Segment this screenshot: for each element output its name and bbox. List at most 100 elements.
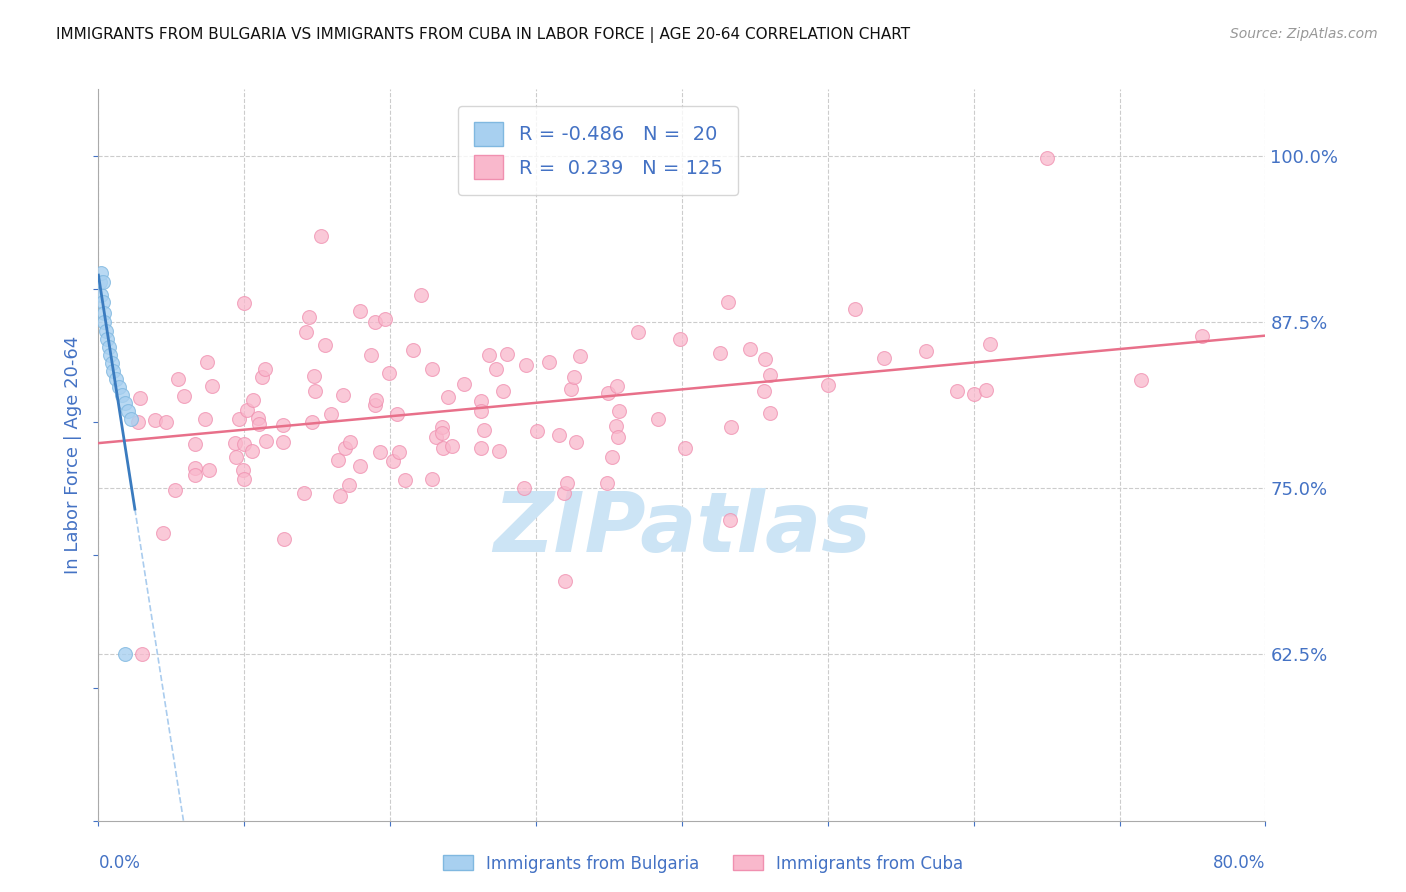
Point bbox=[240, 444, 263, 458]
Point bbox=[184, 467, 207, 482]
Point bbox=[101, 364, 124, 378]
Point bbox=[233, 472, 256, 486]
Point bbox=[225, 450, 247, 465]
Point bbox=[512, 481, 534, 495]
Point bbox=[360, 348, 382, 362]
Point bbox=[197, 463, 219, 477]
Point bbox=[332, 388, 354, 402]
Text: IMMIGRANTS FROM BULGARIA VS IMMIGRANTS FROM CUBA IN LABOR FORCE | AGE 20-64 CORR: IMMIGRANTS FROM BULGARIA VS IMMIGRANTS F… bbox=[56, 27, 910, 43]
Point bbox=[100, 356, 122, 370]
Point bbox=[349, 304, 371, 318]
Point bbox=[915, 343, 938, 358]
Point bbox=[128, 391, 150, 405]
Point bbox=[321, 407, 343, 421]
Point bbox=[155, 416, 177, 430]
Point bbox=[364, 398, 387, 412]
Point bbox=[738, 342, 761, 356]
Legend: R = -0.486   N =  20, R =  0.239   N = 125: R = -0.486 N = 20, R = 0.239 N = 125 bbox=[458, 106, 738, 194]
Point bbox=[91, 295, 114, 310]
Y-axis label: In Labor Force | Age 20-64: In Labor Force | Age 20-64 bbox=[65, 335, 83, 574]
Point bbox=[963, 387, 986, 401]
Point bbox=[232, 436, 254, 450]
Point bbox=[430, 420, 453, 434]
Point bbox=[364, 392, 387, 407]
Point bbox=[600, 450, 623, 464]
Point bbox=[114, 648, 136, 662]
Point bbox=[90, 266, 112, 280]
Point bbox=[97, 340, 120, 354]
Point bbox=[484, 361, 506, 376]
Point bbox=[236, 403, 259, 417]
Point bbox=[844, 301, 866, 316]
Point bbox=[555, 476, 578, 491]
Point bbox=[606, 379, 628, 393]
Point bbox=[194, 411, 217, 425]
Point bbox=[1191, 329, 1213, 343]
Point bbox=[271, 435, 294, 450]
Point bbox=[974, 383, 997, 397]
Point bbox=[387, 407, 409, 421]
Point bbox=[381, 454, 404, 468]
Point bbox=[607, 403, 630, 417]
Point bbox=[98, 348, 121, 362]
Point bbox=[553, 486, 575, 500]
Point bbox=[668, 332, 690, 346]
Point bbox=[1035, 152, 1057, 166]
Point bbox=[328, 453, 350, 467]
Point bbox=[492, 384, 515, 398]
Point bbox=[166, 372, 188, 386]
Legend: Immigrants from Bulgaria, Immigrants from Cuba: Immigrants from Bulgaria, Immigrants fro… bbox=[436, 848, 970, 880]
Point bbox=[526, 424, 548, 438]
Point bbox=[565, 435, 588, 450]
Point bbox=[120, 412, 142, 426]
Point bbox=[673, 441, 696, 455]
Point bbox=[515, 358, 537, 372]
Point bbox=[309, 228, 332, 243]
Point bbox=[302, 368, 325, 383]
Point bbox=[304, 384, 326, 398]
Point bbox=[606, 430, 628, 444]
Point bbox=[173, 389, 195, 403]
Point bbox=[394, 473, 416, 487]
Point bbox=[754, 352, 776, 367]
Point bbox=[538, 354, 561, 368]
Point bbox=[195, 354, 218, 368]
Point bbox=[247, 417, 270, 431]
Point bbox=[91, 275, 114, 289]
Point bbox=[333, 442, 356, 456]
Point bbox=[89, 275, 111, 289]
Point bbox=[817, 377, 839, 392]
Text: 80.0%: 80.0% bbox=[1213, 854, 1265, 871]
Point bbox=[364, 315, 387, 329]
Point bbox=[388, 444, 411, 458]
Text: 0.0%: 0.0% bbox=[98, 854, 141, 871]
Point bbox=[437, 390, 460, 404]
Point bbox=[568, 349, 591, 363]
Point bbox=[247, 411, 270, 425]
Point bbox=[254, 434, 277, 448]
Point bbox=[374, 311, 396, 326]
Point bbox=[478, 348, 501, 362]
Point bbox=[96, 332, 118, 346]
Point bbox=[709, 346, 731, 360]
Point bbox=[301, 415, 323, 429]
Point bbox=[378, 367, 401, 381]
Point bbox=[596, 386, 619, 401]
Point bbox=[337, 478, 360, 492]
Point bbox=[1130, 373, 1153, 387]
Point bbox=[329, 489, 352, 503]
Point bbox=[232, 463, 254, 477]
Point bbox=[93, 315, 115, 329]
Point bbox=[184, 437, 207, 451]
Point bbox=[564, 370, 586, 384]
Point bbox=[720, 419, 742, 434]
Point bbox=[250, 370, 273, 384]
Point bbox=[752, 384, 775, 399]
Point bbox=[233, 295, 256, 310]
Point bbox=[470, 393, 492, 408]
Point bbox=[183, 461, 205, 475]
Point bbox=[143, 413, 166, 427]
Point bbox=[131, 648, 153, 662]
Point bbox=[432, 426, 454, 441]
Point bbox=[117, 404, 139, 418]
